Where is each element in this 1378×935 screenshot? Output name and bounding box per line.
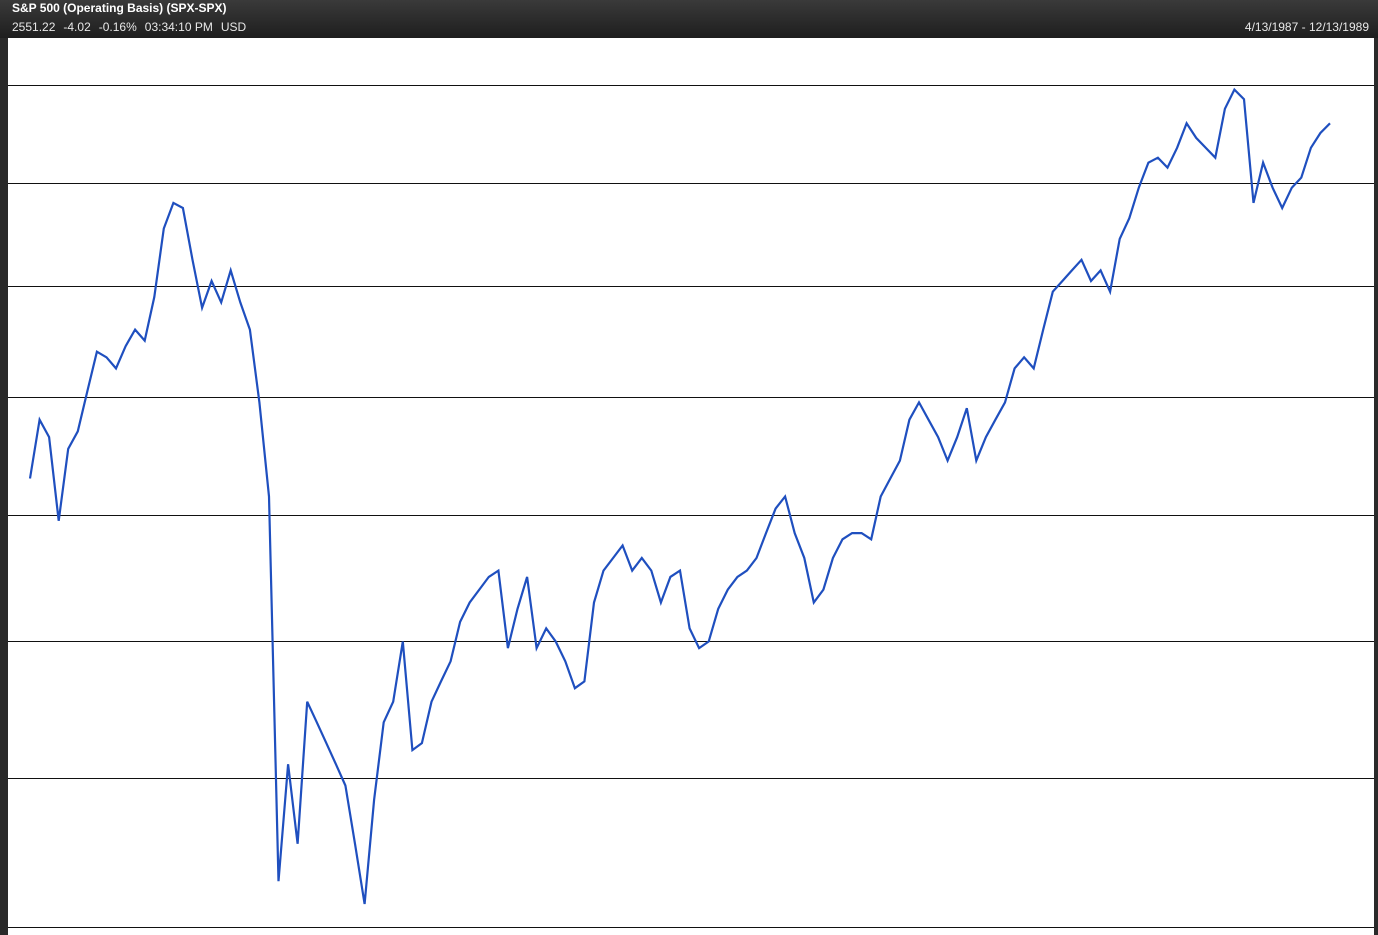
last: 2551.22 [12, 20, 56, 34]
change-percent: -0.16% [98, 20, 137, 34]
header: S&P 500 (Operating Basis) (SPX-SPX) 2551… [0, 0, 1378, 38]
quote: 2551.22 -4.02 -0.16% 03:34:10 PM USD [12, 20, 254, 34]
price-line [28, 87, 1331, 905]
time: 03:34:10 PM [144, 20, 213, 34]
title: S&P 500 (Operating Basis) (SPX-SPX) [12, 1, 227, 15]
change: -4.02 [63, 20, 91, 34]
currency: USD [220, 20, 247, 34]
date-range: 4/13/1987 - 12/13/1989 [1244, 20, 1369, 34]
plot-area [8, 38, 1374, 935]
